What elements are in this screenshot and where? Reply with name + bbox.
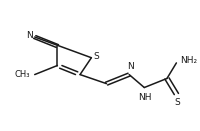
Text: NH: NH bbox=[138, 93, 152, 102]
Text: S: S bbox=[174, 98, 180, 107]
Text: NH₂: NH₂ bbox=[181, 56, 198, 66]
Text: N: N bbox=[27, 31, 33, 40]
Text: CH₃: CH₃ bbox=[14, 70, 30, 79]
Text: N: N bbox=[127, 62, 133, 71]
Text: S: S bbox=[94, 52, 100, 61]
